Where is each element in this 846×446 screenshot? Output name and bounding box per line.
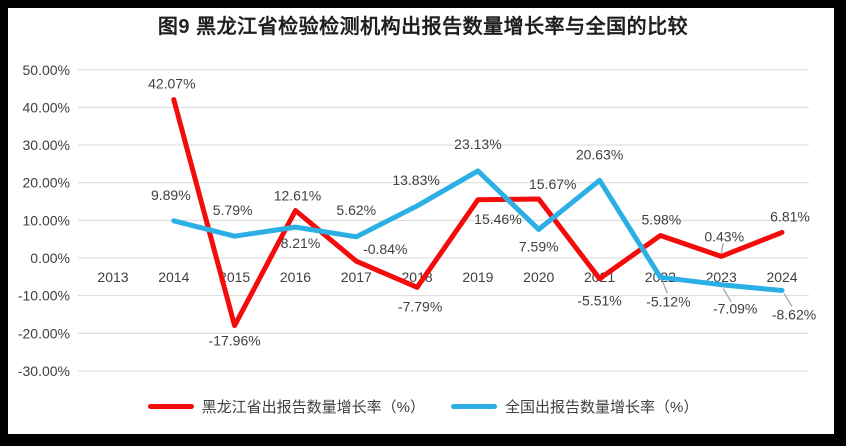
- data-label: 20.63%: [576, 146, 623, 162]
- data-label: 9.89%: [151, 187, 191, 203]
- data-label: 5.62%: [336, 202, 376, 218]
- data-label: -7.79%: [398, 298, 442, 314]
- x-tick-label: 2024: [766, 269, 797, 285]
- data-label: 12.61%: [274, 188, 321, 204]
- data-label: 15.67%: [529, 176, 576, 192]
- label-leader-line: [720, 243, 724, 254]
- x-tick-label: 2015: [219, 269, 250, 285]
- y-tick-label: 0.00%: [30, 250, 70, 266]
- y-tick-label: -10.00%: [18, 288, 70, 304]
- x-tick-label: 2020: [523, 269, 554, 285]
- legend-line-swatch-red: [147, 404, 194, 409]
- legend-label-national: 全国出报告数量增长率（%）: [505, 399, 699, 416]
- chart-canvas: [8, 8, 834, 434]
- series-line-national: [171, 168, 785, 293]
- x-tick-label: 2017: [341, 269, 372, 285]
- y-tick-label: 40.00%: [23, 99, 70, 115]
- data-label: 5.98%: [642, 211, 682, 227]
- chart-legend: 黑龙江省出报告数量增长率（%） 全国出报告数量增长率（%）: [0, 396, 846, 417]
- x-tick-label: 2023: [706, 269, 737, 285]
- data-label: 8.21%: [281, 235, 321, 251]
- data-label: 23.13%: [454, 136, 501, 152]
- y-tick-label: 30.00%: [23, 137, 70, 153]
- series-line-heilongjiang: [171, 97, 785, 329]
- data-label: -8.62%: [772, 306, 816, 322]
- data-label: -5.12%: [646, 293, 690, 309]
- data-label: 15.46%: [474, 211, 521, 227]
- data-label: 13.83%: [392, 172, 439, 188]
- label-leader-line: [661, 281, 668, 294]
- y-tick-label: 50.00%: [23, 62, 70, 78]
- legend-label-heilongjiang: 黑龙江省出报告数量增长率（%）: [201, 399, 425, 416]
- legend-line-swatch-blue: [451, 404, 497, 409]
- data-label: 5.79%: [213, 202, 253, 218]
- chart-title: 图9 黑龙江省检验检测机构出报告数量增长率与全国的比较: [157, 16, 689, 38]
- data-label: 42.07%: [148, 76, 195, 92]
- data-label: -17.96%: [209, 333, 261, 349]
- data-label: -7.09%: [713, 301, 757, 317]
- legend-item-national: 全国出报告数量增长率（%）: [451, 396, 698, 417]
- label-leader-line: [722, 288, 732, 303]
- y-tick-label: -20.00%: [18, 325, 70, 341]
- legend-item-heilongjiang: 黑龙江省出报告数量增长率（%）: [147, 396, 425, 417]
- data-label: 7.59%: [519, 238, 559, 254]
- data-label: -5.51%: [577, 293, 621, 309]
- data-label: -0.84%: [363, 241, 407, 257]
- data-label: 0.43%: [704, 228, 744, 244]
- y-tick-label: 20.00%: [23, 175, 70, 191]
- label-leader-line: [783, 293, 793, 307]
- x-tick-label: 2019: [462, 269, 493, 285]
- x-tick-label: 2016: [280, 269, 311, 285]
- y-tick-label: -30.00%: [18, 363, 70, 379]
- x-tick-label: 2013: [97, 269, 128, 285]
- x-tick-label: 2014: [158, 269, 189, 285]
- data-label: 6.81%: [770, 208, 810, 224]
- y-tick-label: 10.00%: [23, 212, 70, 228]
